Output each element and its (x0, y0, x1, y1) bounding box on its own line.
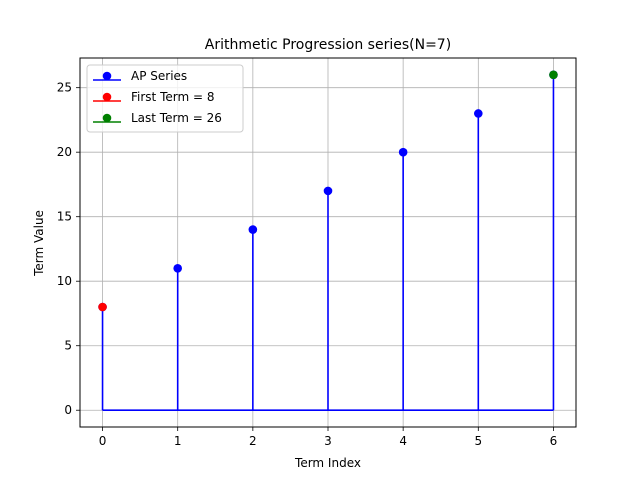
x-tick-label: 1 (174, 434, 182, 448)
ap-series-marker (474, 109, 483, 118)
y-tick-label: 5 (64, 339, 72, 353)
y-tick-label: 25 (57, 81, 72, 95)
x-tick-label: 3 (324, 434, 332, 448)
data-markers (98, 70, 558, 312)
legend-marker (102, 92, 112, 102)
stem-lines (101, 74, 555, 412)
last-term-marker (549, 70, 558, 80)
x-tick-label: 5 (474, 434, 482, 448)
x-tick-label: 0 (99, 434, 107, 448)
legend-box (86, 64, 244, 133)
chart-title: Arithmetic Progression series(N=7) (205, 37, 451, 53)
first-term-marker (98, 302, 107, 312)
ap-series-marker (248, 225, 258, 234)
x-tick-label: 6 (550, 434, 558, 448)
legend-label: Last Term = 26 (131, 111, 222, 125)
x-tick-label: 4 (399, 434, 407, 448)
ap-series-marker (173, 264, 182, 273)
ap-series-marker (398, 147, 408, 157)
ap-series-marker (323, 186, 333, 196)
y-tick-label: 20 (57, 145, 72, 159)
legend-label: First Term = 8 (131, 90, 214, 104)
legend-label: AP Series (131, 69, 187, 83)
x-axis-label: Term Index (294, 456, 361, 470)
y-tick-label: 15 (57, 210, 72, 224)
y-tick-label: 0 (64, 403, 72, 417)
y-axis-label: Term Value (32, 210, 46, 277)
legend-marker (102, 71, 112, 81)
x-tick-label: 2 (249, 434, 257, 448)
axis-ticks: 0 1 2 3 4 5 6 0 5 10 15 20 25 (57, 81, 558, 448)
legend-marker (102, 113, 112, 123)
legend: AP Series First Term = 8 Last Term = 26 (86, 64, 244, 133)
y-tick-label: 10 (57, 274, 72, 288)
